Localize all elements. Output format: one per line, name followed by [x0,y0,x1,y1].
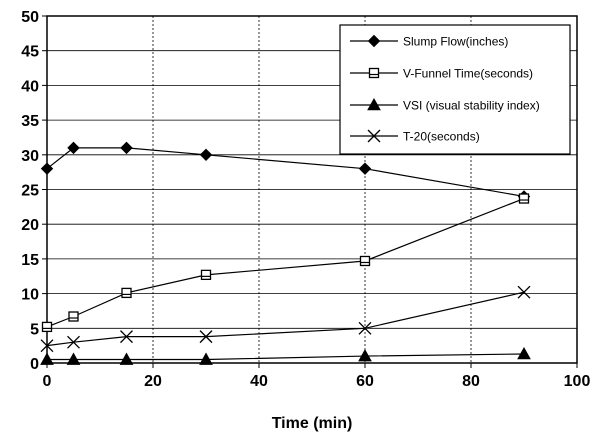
data-point [120,141,133,155]
data-point [67,335,80,349]
x-tick-label: 40 [250,373,268,390]
y-tick-label: 10 [21,287,39,304]
data-point [67,141,80,155]
data-point [517,346,531,360]
x-tick-label: 100 [564,373,591,390]
data-point [199,330,213,344]
legend-label: VSI (visual stability index) [403,99,540,113]
series-layer [40,141,531,365]
data-point [359,255,371,267]
series-3 [40,346,531,365]
series-line [46,197,525,328]
legend-entry: T-20(seconds) [350,130,480,144]
x-tick-label: 60 [356,373,374,390]
data-point [200,269,212,281]
legend-label: Slump Flow(inches) [403,35,508,49]
legend-label: V-Funnel Time(seconds) [403,67,533,81]
legend-marker [368,67,380,79]
data-point [199,352,213,365]
legend-items: Slump Flow(inches) V-Funnel Time(seconds)… [350,35,540,144]
x-tick-label: 0 [43,373,52,390]
data-point [358,349,372,362]
y-tick-label: 0 [30,356,39,373]
series-line [46,147,525,198]
x-tick-label: 80 [462,373,480,390]
y-tick-label: 25 [21,183,39,200]
y-tick-label: 30 [21,148,39,165]
legend-marker [367,34,381,48]
data-point [41,321,53,333]
series-2 [41,193,530,333]
series-4 [40,285,531,353]
legend-marker [367,97,381,111]
x-axis-title: Time (min) [272,415,353,432]
data-point [40,162,54,175]
data-point [358,321,372,335]
y-tick-label: 20 [21,217,39,234]
x-tick-label: 20 [144,373,162,390]
data-point [518,193,530,204]
y-tick-label: 40 [21,78,39,95]
data-point [66,352,81,365]
y-tick-label: 50 [21,9,39,26]
data-point [517,285,531,299]
data-point [40,352,54,365]
legend-entry: Slump Flow(inches) [350,35,508,49]
data-point [121,287,132,299]
series-line [47,353,525,361]
legend-entry: VSI (visual stability index) [350,97,540,113]
x-axis-ticks: 0 20 40 60 80 100 [43,363,591,390]
data-point [68,311,79,322]
y-axis-ticks: 0 5 10 15 20 25 30 35 40 45 50 [21,9,47,373]
legend-label: T-20(seconds) [403,130,480,144]
y-tick-label: 5 [30,321,39,338]
legend-entry: V-Funnel Time(seconds) [350,67,533,81]
y-tick-label: 45 [21,44,39,61]
legend-marker [367,129,381,143]
data-point [199,148,213,162]
series-line [46,291,525,347]
data-point [120,330,133,344]
data-point [40,339,54,353]
y-tick-label: 35 [21,113,39,130]
data-point [358,162,372,175]
legend: Slump Flow(inches) V-Funnel Time(seconds)… [339,24,571,155]
y-tick-label: 15 [21,252,39,269]
data-point [119,352,134,365]
